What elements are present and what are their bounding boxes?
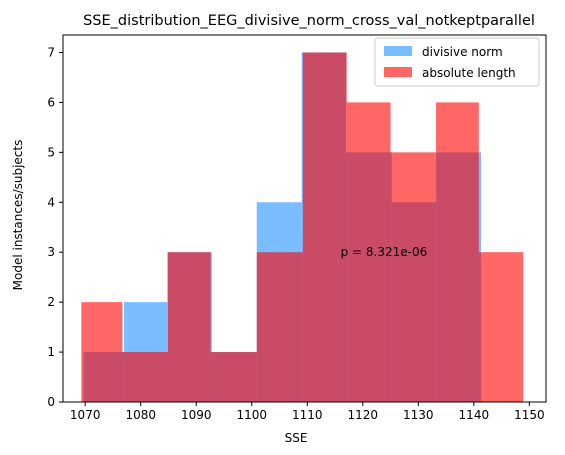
bar-absolute-length-2 xyxy=(167,252,211,402)
bar-absolute-length-9 xyxy=(478,252,524,402)
y-tick-label: 2 xyxy=(47,295,55,309)
y-tick-label: 3 xyxy=(47,245,55,259)
legend-label: divisive norm xyxy=(422,45,503,59)
x-tick-label: 1100 xyxy=(236,408,267,422)
y-tick-label: 7 xyxy=(47,45,55,59)
chart-title: SSE_distribution_EEG_divisive_norm_cross… xyxy=(83,13,535,29)
legend-swatch xyxy=(384,67,412,77)
bars-layer xyxy=(81,52,524,402)
bar-absolute-length-3 xyxy=(210,352,257,402)
x-tick-label: 1070 xyxy=(70,408,101,422)
bar-absolute-length-1 xyxy=(122,352,168,402)
legend-label: absolute length xyxy=(422,66,516,80)
y-tick-label: 0 xyxy=(47,395,55,409)
legend-swatch xyxy=(384,46,412,56)
x-tick-label: 1140 xyxy=(459,408,490,422)
bar-absolute-length-0 xyxy=(81,302,123,402)
x-axis-ticks: 1070 1080 1090 1100 1110 1120 1130 1140 1150 xyxy=(70,402,545,422)
x-tick-label: 1080 xyxy=(125,408,156,422)
legend-box xyxy=(374,37,540,87)
x-tick-label: 1120 xyxy=(348,408,379,422)
x-tick-label: 1110 xyxy=(292,408,323,422)
y-axis-label: Model instances/subjects xyxy=(11,140,25,291)
bar-absolute-length-4 xyxy=(256,252,303,402)
y-tick-label: 6 xyxy=(47,95,55,109)
bar-absolute-length-7 xyxy=(390,152,437,402)
x-tick-label: 1150 xyxy=(514,408,545,422)
y-axis-ticks: 0 1 2 3 4 5 6 7 xyxy=(47,45,63,409)
legend: divisive norm absolute length xyxy=(374,37,540,87)
x-axis-label: SSE xyxy=(285,431,308,445)
annotations-layer: p = 8.321e-06 xyxy=(341,245,428,259)
x-tick-label: 1130 xyxy=(403,408,434,422)
x-tick-label: 1090 xyxy=(181,408,212,422)
bar-absolute-length-6 xyxy=(346,102,391,402)
bar-absolute-length-5 xyxy=(302,52,347,402)
y-tick-label: 4 xyxy=(47,195,55,209)
p-value-annotation: p = 8.321e-06 xyxy=(341,245,428,259)
y-tick-label: 1 xyxy=(47,345,55,359)
bar-absolute-length-8 xyxy=(436,102,479,402)
y-tick-label: 5 xyxy=(47,145,55,159)
plot-frame xyxy=(62,34,547,403)
